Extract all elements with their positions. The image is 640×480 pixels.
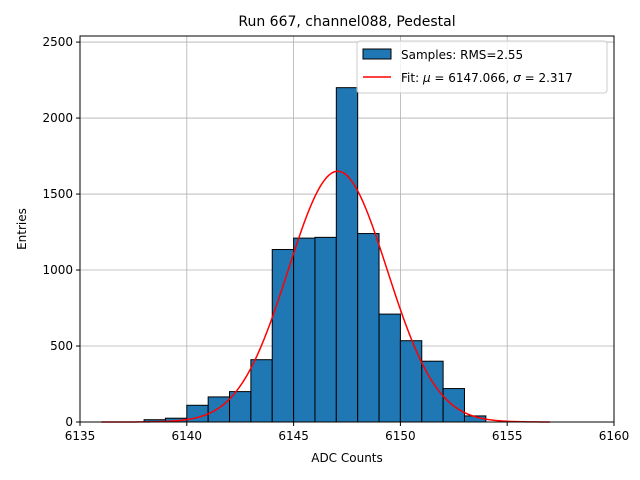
- x-axis-label: ADC Counts: [311, 451, 383, 465]
- legend-swatch-samples: [362, 48, 392, 60]
- histogram-bar: [250, 359, 273, 423]
- fit-label-prefix: Fit:: [401, 71, 423, 85]
- histogram-bar: [378, 313, 401, 423]
- histogram-bar: [271, 249, 295, 423]
- histogram-bar: [207, 396, 231, 423]
- x-tick-label: 6145: [278, 429, 309, 443]
- x-axis-ticks: 6135 6140 6145 6150 6155 6160: [65, 422, 630, 443]
- y-tick-label: 2500: [42, 35, 73, 49]
- plot-frame: [79, 35, 615, 423]
- fit-curve: [101, 170, 550, 423]
- y-tick-label: 1000: [42, 263, 73, 277]
- x-tick-label: 6140: [172, 429, 203, 443]
- legend-label-samples: Samples: RMS=2.55: [401, 48, 523, 62]
- y-tick-label: 2000: [42, 111, 73, 125]
- y-tick-label: 1500: [42, 187, 73, 201]
- y-tick-label: 0: [65, 415, 73, 429]
- histogram-bars: [143, 87, 487, 423]
- fit-label-mid: = 6147.066,: [431, 71, 514, 85]
- chart-title: Run 667, channel088, Pedestal: [238, 14, 455, 30]
- histogram-bar: [357, 233, 380, 423]
- legend-box: [356, 40, 608, 94]
- y-axis-ticks: 0 500 1000 1500 2000 2500: [42, 35, 80, 429]
- fit-label-sigma: σ: [513, 71, 521, 85]
- y-tick-label: 500: [50, 339, 73, 353]
- x-tick-label: 6150: [385, 429, 416, 443]
- x-tick-label: 6135: [65, 429, 96, 443]
- fit-label-mu: μ: [422, 71, 431, 85]
- legend: Samples: RMS=2.55 Fit: μ = 6147.066, σ =…: [356, 40, 608, 94]
- fit-label-suffix: = 2.317: [521, 71, 573, 85]
- histogram-bar: [293, 237, 316, 423]
- legend-label-fit: Fit: μ = 6147.066, σ = 2.317: [401, 71, 573, 85]
- x-tick-label: 6160: [599, 429, 630, 443]
- y-axis-label: Entries: [15, 208, 29, 250]
- histogram-bar: [314, 236, 337, 423]
- histogram-bar: [399, 340, 423, 423]
- x-tick-label: 6155: [492, 429, 523, 443]
- histogram-bar: [335, 87, 359, 423]
